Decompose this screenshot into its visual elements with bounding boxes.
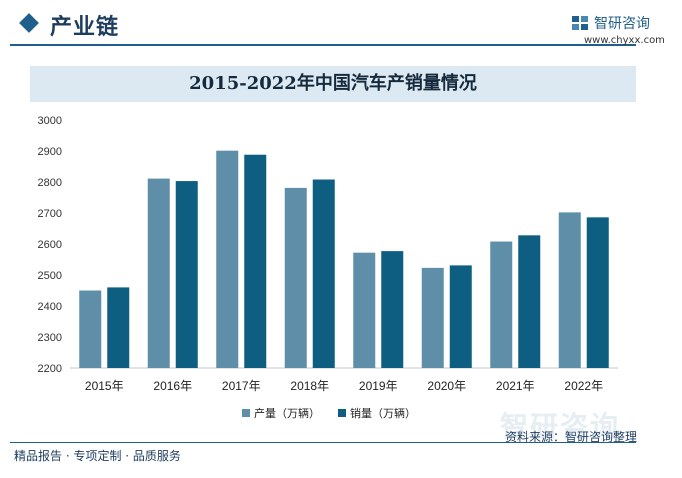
bar-sales	[312, 179, 335, 368]
x-tick-label: 2019年	[359, 379, 398, 393]
y-tick-label: 3000	[38, 115, 62, 127]
footer-slogan: 精品报告 · 专项定制 · 品质服务	[14, 449, 181, 463]
watermark-logo: 智研咨询	[500, 410, 621, 443]
source-note: 资料来源：智研咨询整理	[505, 430, 638, 444]
x-tick-label: 2018年	[290, 379, 329, 393]
bar-production	[353, 252, 376, 368]
x-tick-label: 2020年	[427, 379, 466, 393]
footer-divider	[10, 442, 636, 443]
bar-sales	[244, 154, 267, 368]
bar-production	[558, 212, 581, 368]
chart-title: 2015-2022年中国汽车产销量情况	[189, 73, 477, 94]
bar-sales	[518, 235, 541, 368]
bar-sales	[586, 217, 609, 368]
bar-production	[490, 241, 513, 368]
y-tick-label: 2900	[38, 146, 62, 158]
bar-production	[284, 187, 307, 368]
header: 产业链 智研咨询 www.chyxx.com	[0, 0, 682, 50]
bar-production	[79, 290, 102, 368]
y-tick-label: 2200	[38, 363, 62, 375]
bar-production	[147, 178, 170, 368]
header-divider	[10, 44, 636, 46]
y-tick-label: 2400	[38, 301, 62, 313]
brand-logo[interactable]: 智研咨询 www.chyxx.com	[572, 13, 682, 49]
y-tick-label: 2600	[38, 239, 62, 251]
y-tick-label: 2800	[38, 177, 62, 189]
logo-mark-icon	[572, 16, 588, 30]
chart-title-bar: 2015-2022年中国汽车产销量情况	[30, 66, 636, 102]
legend-label: 销量（万辆）	[350, 406, 416, 420]
bar-production	[216, 150, 239, 368]
bar-production	[421, 267, 444, 368]
bar-sales	[107, 287, 130, 368]
legend-swatch	[338, 409, 346, 417]
logo-name: 智研咨询	[594, 16, 650, 32]
legend-swatch	[242, 409, 250, 417]
legend-label: 产量（万辆）	[254, 406, 320, 420]
y-tick-label: 2700	[38, 208, 62, 220]
x-tick-label: 2015年	[85, 379, 124, 393]
bar-sales	[449, 265, 472, 368]
x-tick-label: 2022年	[564, 379, 603, 393]
bar-sales	[175, 181, 198, 368]
x-tick-label: 2017年	[222, 379, 261, 393]
section-title: 产业链	[50, 15, 120, 40]
bar-sales	[381, 251, 404, 368]
x-tick-label: 2021年	[496, 379, 535, 393]
y-tick-label: 2300	[38, 332, 62, 344]
y-tick-label: 2500	[38, 270, 62, 282]
x-tick-label: 2016年	[153, 379, 192, 393]
logo-url[interactable]: www.chyxx.com	[584, 35, 665, 46]
